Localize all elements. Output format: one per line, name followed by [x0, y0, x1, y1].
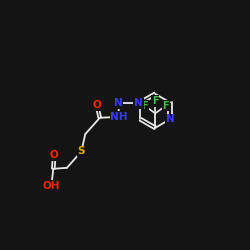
Text: S: S — [78, 146, 85, 156]
Text: F: F — [162, 101, 169, 111]
Text: N: N — [134, 98, 143, 108]
Text: F: F — [152, 96, 158, 106]
Text: N: N — [114, 98, 122, 108]
Text: NH: NH — [110, 112, 128, 122]
Text: OH: OH — [42, 181, 60, 191]
Text: F: F — [141, 101, 148, 111]
Text: O: O — [50, 150, 59, 160]
Text: N: N — [166, 114, 174, 124]
Text: O: O — [92, 100, 101, 110]
